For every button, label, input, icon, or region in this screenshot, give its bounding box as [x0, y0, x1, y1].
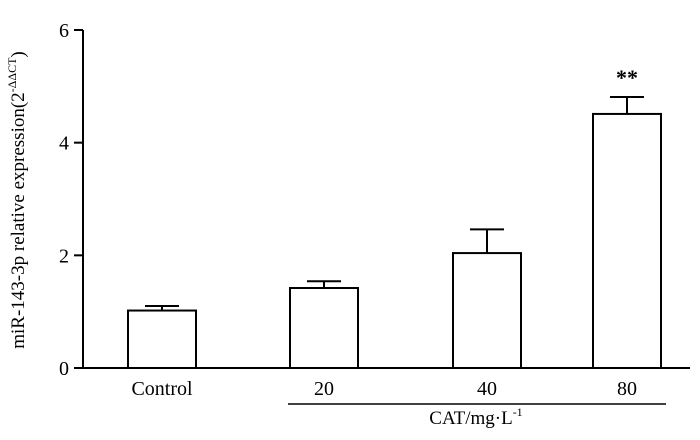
bar [452, 252, 522, 369]
bar [289, 287, 359, 369]
y-tick-label: 0 [59, 358, 69, 380]
bar [592, 112, 662, 370]
x-axis-title-superscript: -1 [513, 405, 523, 419]
x-axis-title: CAT/mg·L-1 [429, 405, 522, 429]
bar [127, 309, 197, 370]
category-label: Control [131, 378, 193, 400]
plot-area: 0 2 4 6 Control 20 40 ** 80 [59, 20, 690, 405]
y-axis-title-main: miR-143-3p relative expression(2 [8, 92, 29, 348]
y-axis-title-close: ) [8, 51, 29, 57]
x-axis-title-main: CAT/mg·L [429, 408, 512, 429]
y-axis-title-superscript: -ΔΔCT [5, 57, 19, 92]
significance-annotation: ** [616, 65, 638, 90]
category-label: 40 [477, 378, 497, 400]
y-axis-title: miR-143-3p relative expression(2-ΔΔCT) [5, 51, 29, 349]
y-tick-label: 2 [59, 245, 69, 267]
y-tick-label: 6 [59, 20, 69, 42]
y-tick-label: 4 [59, 133, 69, 155]
category-label: 20 [314, 378, 334, 400]
category-label: 80 [617, 378, 637, 400]
